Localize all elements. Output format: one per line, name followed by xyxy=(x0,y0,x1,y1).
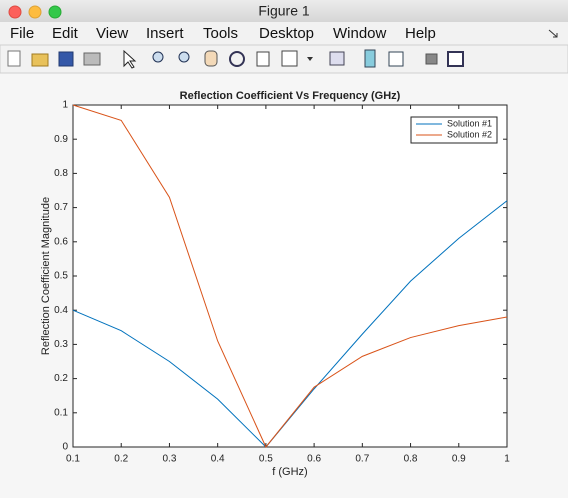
title-bar xyxy=(0,0,568,22)
colorbar-icon[interactable] xyxy=(364,49,376,68)
y-tick-label: 0.5 xyxy=(54,271,68,282)
y-tick-label: 0.3 xyxy=(54,339,68,350)
legend-label: Solution #2 xyxy=(447,129,492,139)
y-tick-label: 0.2 xyxy=(54,373,68,384)
menu-item[interactable]: Desktop xyxy=(259,25,314,42)
menu-item[interactable]: Window xyxy=(333,25,387,42)
y-tick-label: 0.6 xyxy=(54,236,68,247)
x-tick-label: 0.7 xyxy=(355,454,369,465)
y-tick-label: 0.1 xyxy=(54,407,68,418)
x-tick-label: 0.9 xyxy=(452,454,466,465)
toolbar-icons xyxy=(7,49,464,69)
y-tick-label: 0.4 xyxy=(54,305,68,316)
close-button[interactable] xyxy=(8,5,22,19)
hide-tools-icon[interactable] xyxy=(425,53,438,65)
x-tick-label: 0.6 xyxy=(307,454,321,465)
axes xyxy=(72,104,508,448)
window-title: Figure 1 xyxy=(258,3,310,19)
y-axis-label: Reflection Coefficient Magnitude xyxy=(40,197,52,355)
menu-item[interactable]: Edit xyxy=(52,25,79,42)
x-tick-label: 0.3 xyxy=(162,454,176,465)
dock-arrow[interactable] xyxy=(548,29,558,38)
link-icon[interactable] xyxy=(329,51,345,66)
chart-title: Reflection Coefficient Vs Frequency (GHz… xyxy=(180,90,401,102)
series-line xyxy=(72,200,508,448)
new-icon[interactable] xyxy=(7,50,21,67)
menu-item[interactable]: Insert xyxy=(146,25,184,42)
legend-label: Solution #1 xyxy=(447,118,492,128)
x-tick-label: 0.4 xyxy=(211,454,225,465)
zoom-in-icon[interactable] xyxy=(152,51,164,63)
x-tick-label: 1 xyxy=(504,454,510,465)
x-tick-label: 0.1 xyxy=(66,454,80,465)
x-tick-label: 0.8 xyxy=(404,454,418,465)
legend-icon[interactable] xyxy=(388,51,404,67)
x-tick-label: 0.5 xyxy=(259,454,273,465)
dock-icon[interactable] xyxy=(447,51,464,67)
minimize-button[interactable] xyxy=(28,5,42,19)
menu-bar xyxy=(0,22,568,45)
pan-icon[interactable] xyxy=(204,50,218,67)
y-tick-label: 0.7 xyxy=(54,202,68,213)
pointer-icon[interactable] xyxy=(123,49,137,69)
series-line xyxy=(72,104,508,448)
y-tick-label: 0 xyxy=(62,442,68,453)
y-tick-label: 0.8 xyxy=(54,168,68,179)
open-icon[interactable] xyxy=(31,53,49,67)
menu-item[interactable]: View xyxy=(96,25,128,42)
data-cursor-icon[interactable] xyxy=(256,51,270,67)
menu-item[interactable]: File xyxy=(10,25,34,42)
zoom-out-icon[interactable] xyxy=(178,51,190,63)
menu-item[interactable]: Tools xyxy=(203,25,238,42)
print-icon[interactable] xyxy=(83,52,101,66)
brush-dropdown[interactable] xyxy=(307,57,313,61)
menu-item[interactable]: Help xyxy=(405,25,436,42)
y-tick-label: 1 xyxy=(62,100,68,111)
x-tick-label: 0.2 xyxy=(114,454,128,465)
x-axis-label: f (GHz) xyxy=(272,466,307,478)
y-tick-label: 0.9 xyxy=(54,134,68,145)
brush-icon[interactable] xyxy=(281,50,298,67)
zoom-button[interactable] xyxy=(48,5,62,19)
legend-box xyxy=(410,116,498,144)
save-icon[interactable] xyxy=(58,51,74,67)
rotate-icon[interactable] xyxy=(229,51,245,67)
